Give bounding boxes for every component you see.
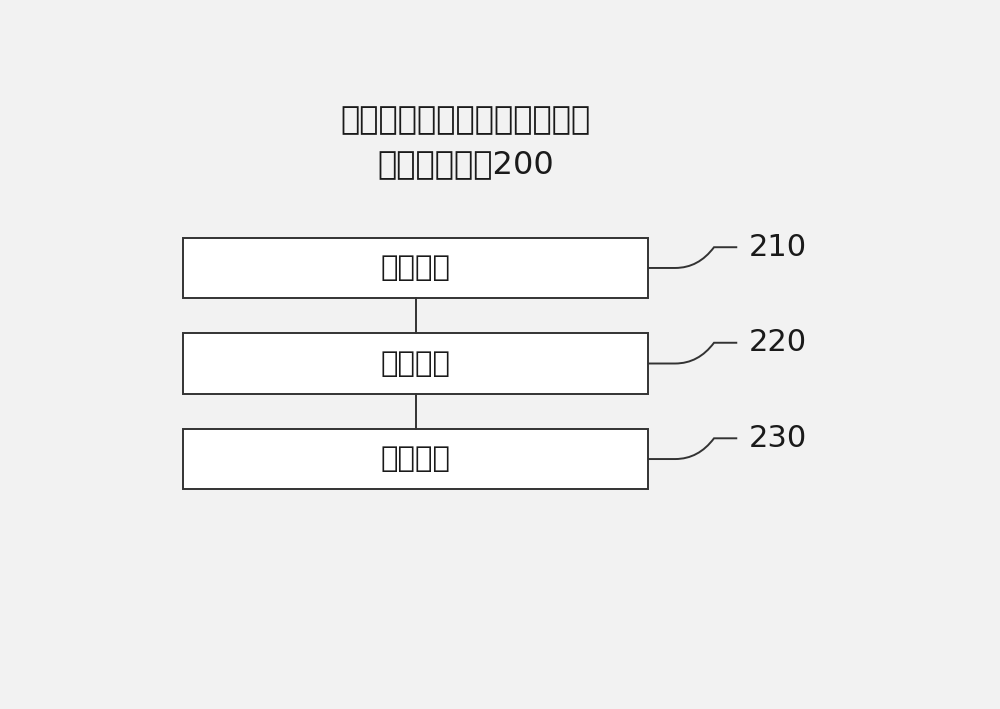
Text: 220: 220: [749, 328, 807, 357]
Text: 230: 230: [749, 424, 807, 453]
Bar: [183, 333, 648, 393]
Bar: [183, 238, 648, 298]
Text: 控制模块: 控制模块: [381, 445, 451, 473]
Text: 一种基于需求响应数据的居民
客户聚类装置200: 一种基于需求响应数据的居民 客户聚类装置200: [341, 105, 591, 180]
Text: 计算模块: 计算模块: [381, 254, 451, 282]
Bar: [183, 429, 648, 489]
Text: 210: 210: [749, 233, 807, 262]
Text: 判断模块: 判断模块: [381, 350, 451, 377]
